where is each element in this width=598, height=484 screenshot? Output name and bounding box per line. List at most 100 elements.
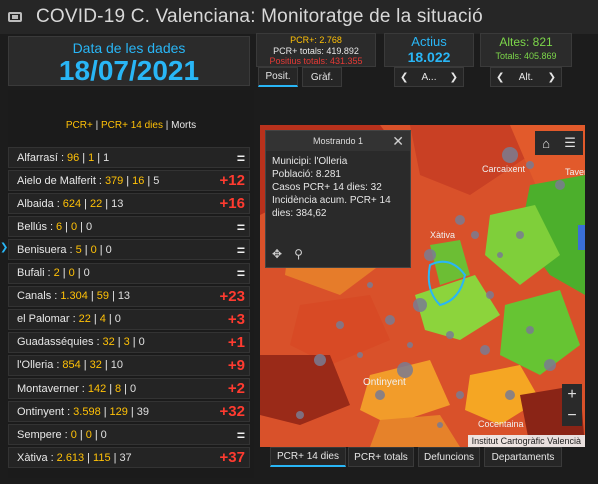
municipality-name: Bellús <box>17 220 47 233</box>
separator: | <box>94 428 98 441</box>
change-indicator: = <box>236 241 245 258</box>
municipality-row[interactable]: Albaida: 624 | 22 | 13 +16 <box>8 193 250 215</box>
close-icon[interactable]: ✕ <box>392 133 404 149</box>
morts-value: 0 <box>100 428 107 441</box>
pcr14-value: 3 <box>123 336 130 349</box>
pcr-summary-box: PCR+: 2.768 PCR+ totals: 419.892 Positiu… <box>256 33 376 67</box>
map-label-xativa: Xàtiva <box>430 230 455 240</box>
pcr-value: 0 <box>70 428 77 441</box>
pcr14-value: 0 <box>90 243 97 256</box>
municipality-row[interactable]: l'Olleria: 854 | 32 | 10 +9 <box>8 354 250 376</box>
separator: | <box>103 405 107 418</box>
actius-box: Actius 18.022 <box>384 33 474 67</box>
popup-incidencia: Incidència acum. PCR+ 14 <box>272 195 391 206</box>
separator: : <box>56 359 60 372</box>
separator: | <box>126 174 130 187</box>
municipality-name: Ontinyent <box>17 405 65 418</box>
prev-icon[interactable]: ❮ <box>400 71 409 83</box>
separator: | <box>97 151 101 164</box>
data-date-box: Data de les dades 18/07/2021 <box>8 36 250 86</box>
collapse-arrow-icon[interactable]: ❯ <box>0 242 9 253</box>
popup-actions: ✥ ⚲ <box>272 247 303 261</box>
map-attribution[interactable]: Institut Cartogràfic Valencià <box>467 435 585 447</box>
pcr14-value: 8 <box>115 382 122 395</box>
pan-icon[interactable]: ✥ <box>272 247 283 261</box>
pcr-totals: PCR+ totals: 419.892 <box>273 45 359 56</box>
tab-graf[interactable]: Gràf. <box>302 67 342 87</box>
municipality-name: Guadasséquies <box>17 336 94 349</box>
app-logo-icon <box>6 7 26 27</box>
change-indicator: = <box>236 426 245 443</box>
map-label-cocentaina: Cocentaina <box>478 419 524 429</box>
zoom-in-icon[interactable]: + <box>567 385 577 403</box>
municipality-row[interactable]: Guadasséquies: 32 | 3 | 0 +1 <box>8 331 250 353</box>
tab-pcr-totals[interactable]: PCR+ totals <box>348 447 414 467</box>
tab-departaments[interactable]: Departaments <box>484 447 562 467</box>
municipality-row[interactable]: Bellús: 6 | 0 | 0 = <box>8 216 250 238</box>
change-indicator: = <box>236 218 245 235</box>
tab-posit[interactable]: Posit. <box>258 67 298 87</box>
municipality-row[interactable]: el Palomar: 22 | 4 | 0 +3 <box>8 308 250 330</box>
morts-value: 0 <box>105 243 112 256</box>
municipality-row[interactable]: Xàtiva: 2.613 | 115 | 37 +37 <box>8 447 250 469</box>
morts-value: 13 <box>111 197 124 210</box>
separator: : <box>81 382 85 395</box>
data-date-label: Data de les dades <box>72 40 186 56</box>
morts-value: 0 <box>138 336 145 349</box>
municipality-name: Aielo de Malferit <box>17 174 96 187</box>
morts-value: 37 <box>119 451 132 464</box>
popup-header: Mostrando 1 ✕ <box>266 131 410 151</box>
separator: : <box>49 220 54 233</box>
altes-nav: ❮ Alt. ❯ <box>490 67 562 87</box>
pcr14-value: 59 <box>96 290 109 303</box>
morts-value: 0 <box>86 220 93 233</box>
list-legend: PCR+ | PCR+ 14 dies | Morts <box>65 120 197 131</box>
home-icon[interactable]: ⌂ <box>542 135 550 151</box>
morts-value: 10 <box>110 359 123 372</box>
pcr14-value: 115 <box>93 451 111 464</box>
pcr-value: 624 <box>62 197 82 210</box>
morts-value: 0 <box>130 382 137 395</box>
data-date-value: 18/07/2021 <box>58 55 200 86</box>
separator: | <box>130 405 134 418</box>
tab-defuncions[interactable]: Defuncions <box>418 447 480 467</box>
municipality-row[interactable]: Benisuera: 5 | 0 | 0 = <box>8 239 250 261</box>
zoom-to-icon[interactable]: ⚲ <box>294 247 303 261</box>
change-indicator: +3 <box>227 310 245 328</box>
page-title: COVID-19 C. Valenciana: Monitoratge de l… <box>36 6 483 27</box>
popup-municipi: Municipi: l'Olleria <box>272 156 348 167</box>
list-icon[interactable]: ☰ <box>564 135 576 150</box>
pcr14-value: 22 <box>89 197 103 210</box>
legend-pcr: PCR+ <box>65 120 93 131</box>
separator: : <box>47 267 51 279</box>
municipality-row[interactable]: Ontinyent: 3.598 | 129 | 39 +32 <box>8 401 250 423</box>
separator: | <box>147 174 151 187</box>
municipality-row[interactable]: Aielo de Malferit: 379 | 16 | 5 +12 <box>8 170 250 192</box>
tab-pcr-14-dies[interactable]: PCR+ 14 dies <box>270 447 346 467</box>
popup-casos: Casos PCR+ 14 dies: 32 <box>272 182 382 193</box>
pcr-value: 1.304 <box>60 290 88 303</box>
altes-label: Altes: 821 <box>499 35 553 49</box>
prev-icon[interactable]: ❮ <box>496 71 505 83</box>
pcr-value: 2 <box>53 267 60 279</box>
separator: : <box>96 336 100 349</box>
pcr-value: 96 <box>67 151 80 164</box>
municipality-name: l'Olleria <box>17 359 54 372</box>
pcr14-value: 0 <box>68 267 75 279</box>
municipality-row[interactable]: Montaverner: 142 | 8 | 0 +2 <box>8 378 250 399</box>
change-indicator: +12 <box>219 172 245 190</box>
next-icon[interactable]: ❯ <box>547 71 556 83</box>
separator: | <box>62 267 66 279</box>
change-indicator: = <box>236 265 245 281</box>
separator: : <box>67 405 71 418</box>
municipality-row[interactable]: Canals: 1.304 | 59 | 13 +23 <box>8 285 250 307</box>
pcr-count: PCR+: 2.768 <box>290 35 342 45</box>
morts-value: 39 <box>136 405 150 418</box>
municipality-row[interactable]: Bufali: 2 | 0 | 0 = <box>8 262 250 284</box>
municipality-row[interactable]: Sempere: 0 | 0 | 0 = <box>8 424 250 446</box>
zoom-out-icon[interactable]: − <box>567 406 577 424</box>
map-label-ontinyent: Ontinyent <box>363 377 406 388</box>
pcr14-value: 1 <box>88 151 95 164</box>
next-icon[interactable]: ❯ <box>449 71 458 83</box>
municipality-row[interactable]: Alfarrasí: 96 | 1 | 1 = <box>8 147 250 168</box>
